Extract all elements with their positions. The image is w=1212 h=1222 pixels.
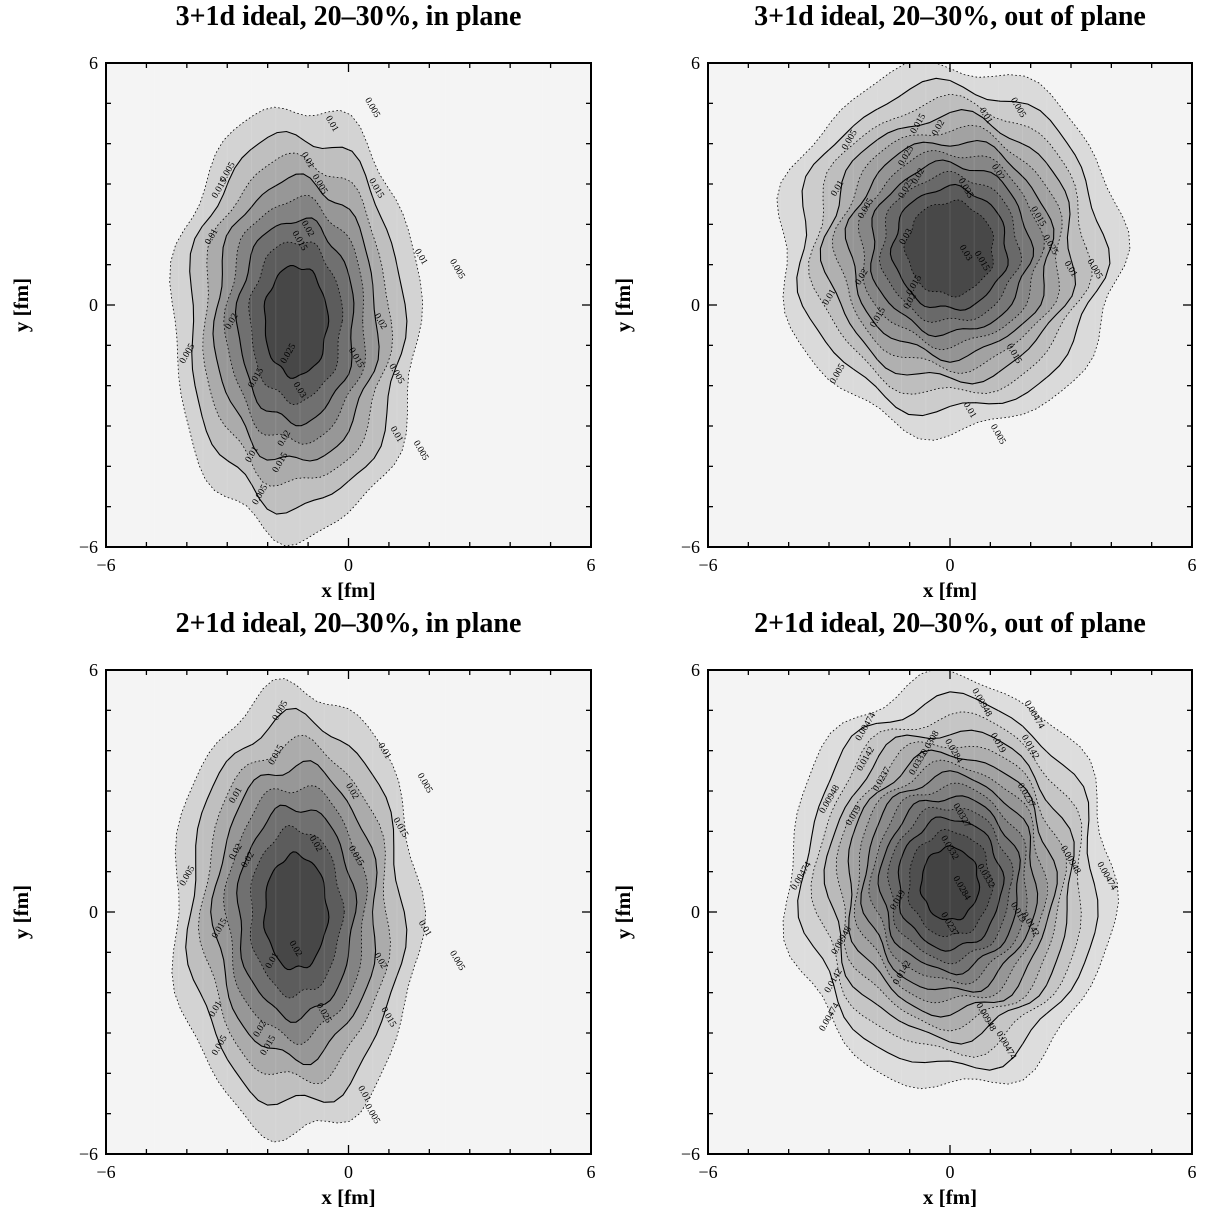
y-axis-label: y [fm]: [611, 278, 635, 332]
y-tick-label: 0: [89, 902, 98, 922]
x-tick-label: −6: [698, 555, 717, 575]
panel-title: 3+1d ideal, 20–30%, in plane: [176, 1, 522, 32]
panel-title: 3+1d ideal, 20–30%, out of plane: [754, 1, 1146, 32]
panel-1: 3+1d ideal, 20–30%, in plane0.0050.010.0…: [9, 1, 596, 602]
x-axis-label: x [fm]: [923, 578, 977, 602]
contour-level: [263, 851, 330, 971]
y-tick-label: −6: [79, 1144, 98, 1164]
y-tick-label: 6: [691, 53, 700, 73]
x-tick-label: 6: [1188, 555, 1197, 575]
x-axis-label: x [fm]: [321, 1185, 375, 1209]
y-axis-label: y [fm]: [611, 885, 635, 939]
x-tick-label: 0: [946, 1162, 955, 1182]
y-axis-label: y [fm]: [9, 278, 33, 332]
x-tick-label: 6: [587, 555, 596, 575]
panel-title: 2+1d ideal, 20–30%, out of plane: [754, 608, 1146, 639]
panel-3: 2+1d ideal, 20–30%, in plane0.0050.010.0…: [9, 608, 596, 1209]
y-tick-label: 6: [691, 660, 700, 680]
contour-level: [919, 845, 981, 921]
y-tick-label: 0: [89, 295, 98, 315]
x-axis-label: x [fm]: [321, 578, 375, 602]
y-tick-label: −6: [681, 537, 700, 557]
y-axis-label: y [fm]: [9, 885, 33, 939]
x-tick-label: 0: [946, 555, 955, 575]
panel-title: 2+1d ideal, 20–30%, in plane: [176, 608, 522, 639]
y-tick-label: 6: [89, 660, 98, 680]
y-tick-label: −6: [681, 1144, 700, 1164]
x-tick-label: −6: [96, 555, 115, 575]
y-tick-label: 0: [691, 295, 700, 315]
x-tick-label: 0: [344, 1162, 353, 1182]
x-tick-label: −6: [96, 1162, 115, 1182]
x-axis-label: x [fm]: [923, 1185, 977, 1209]
x-tick-label: 6: [587, 1162, 596, 1182]
y-tick-label: 6: [89, 53, 98, 73]
x-tick-label: −6: [698, 1162, 717, 1182]
y-tick-label: 0: [691, 902, 700, 922]
y-tick-label: −6: [79, 537, 98, 557]
x-tick-label: 0: [344, 555, 353, 575]
panel-2: 3+1d ideal, 20–30%, out of plane0.0050.0…: [611, 1, 1197, 602]
contour-level: [903, 199, 994, 298]
x-tick-label: 6: [1188, 1162, 1197, 1182]
contour-level: [263, 264, 330, 379]
